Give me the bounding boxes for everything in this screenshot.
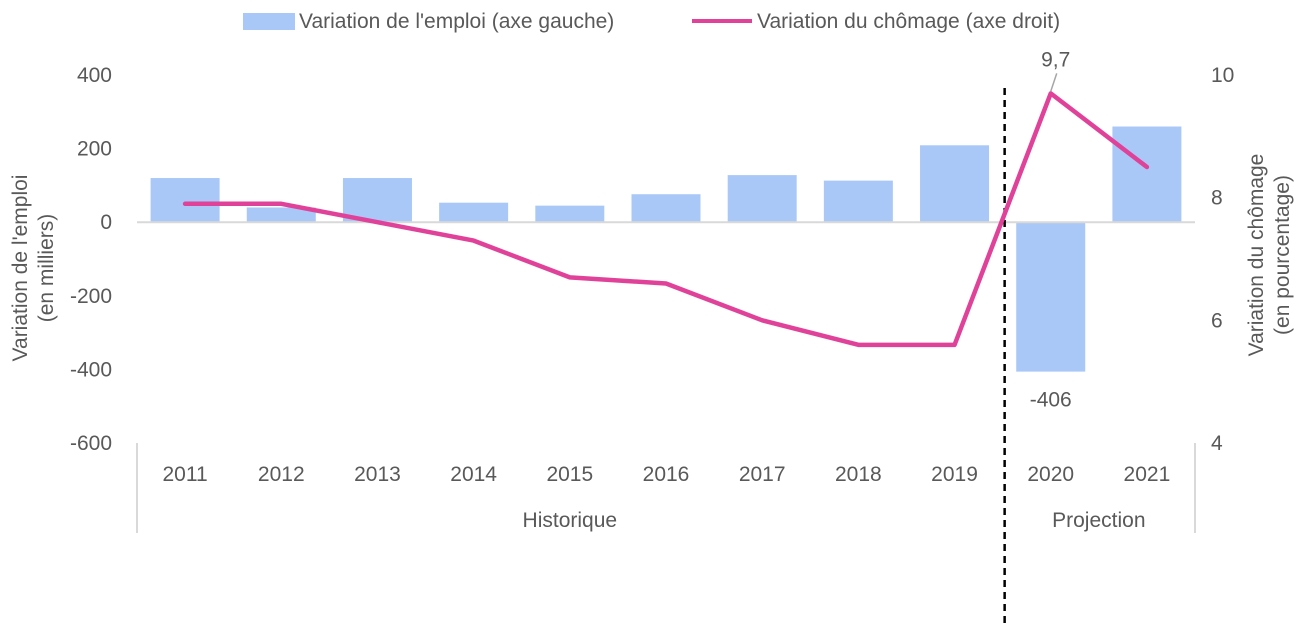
right-axis-ticks: 10 8 6 4 — [1211, 64, 1234, 455]
right-tick-label: 4 — [1211, 432, 1223, 455]
left-axis-ticks: 400 200 0 -200 -400 -600 — [70, 64, 112, 455]
left-tick-label: -400 — [70, 358, 112, 381]
category-label-2011: 2011 — [163, 463, 208, 486]
legend-swatch-employment — [243, 13, 295, 30]
line-data-label: 9,7 — [1041, 48, 1070, 71]
legend: Variation de l'emploi (axe gauche) Varia… — [243, 10, 1060, 33]
category-label-2012: 2012 — [258, 463, 305, 486]
category-label-2014: 2014 — [450, 463, 497, 486]
left-tick-label: -600 — [70, 432, 112, 455]
group-labels: Historique Projection — [523, 509, 1146, 532]
bar-2017 — [728, 175, 797, 222]
data-label-leader — [1051, 73, 1057, 91]
bar-2016 — [632, 194, 701, 222]
left-tick-label: 200 — [77, 138, 112, 161]
category-label-2018: 2018 — [835, 463, 882, 486]
right-tick-label: 6 — [1211, 309, 1223, 332]
bar-2021 — [1112, 127, 1181, 223]
right-axis-title: Variation du chômage (en pourcentage) — [1245, 154, 1294, 357]
left-tick-label: 0 — [100, 211, 112, 234]
category-label-2020: 2020 — [1027, 463, 1074, 486]
category-label-2015: 2015 — [546, 463, 593, 486]
left-axis-title-line1: Variation de l'emploi — [9, 175, 32, 362]
group-label-1: Projection — [1052, 509, 1145, 532]
left-axis-title-line2: (en milliers) — [35, 214, 58, 323]
category-label-2017: 2017 — [739, 463, 786, 486]
category-labels: 2011 2012 2013 2014 2015 2016 2017 2018 2019 2020… — [163, 463, 1171, 486]
category-label-2016: 2016 — [643, 463, 690, 486]
right-tick-label: 10 — [1211, 64, 1234, 87]
legend-label-employment: Variation de l'emploi (axe gauche) — [299, 10, 614, 33]
bar-2020 — [1016, 222, 1085, 371]
bar-2014 — [439, 203, 508, 223]
right-axis-title-line2: (en pourcentage) — [1271, 175, 1294, 335]
group-label-0: Historique — [523, 509, 618, 532]
left-tick-label: 400 — [77, 64, 112, 87]
bar-2011 — [151, 178, 220, 222]
left-tick-label: -200 — [70, 285, 112, 308]
bar-2015 — [535, 206, 604, 223]
bar-2019 — [920, 145, 989, 222]
bar-data-label: -406 — [1030, 389, 1072, 412]
category-label-2013: 2013 — [354, 463, 401, 486]
category-label-2021: 2021 — [1124, 463, 1171, 486]
legend-label-unemployment: Variation du chômage (axe droit) — [757, 10, 1060, 33]
bar-2018 — [824, 181, 893, 223]
right-tick-label: 8 — [1211, 187, 1223, 210]
category-label-2019: 2019 — [931, 463, 978, 486]
bar-series — [151, 127, 1182, 372]
left-axis-title: Variation de l'emploi (en milliers) — [9, 175, 58, 362]
right-axis-title-line1: Variation du chômage — [1245, 154, 1268, 357]
